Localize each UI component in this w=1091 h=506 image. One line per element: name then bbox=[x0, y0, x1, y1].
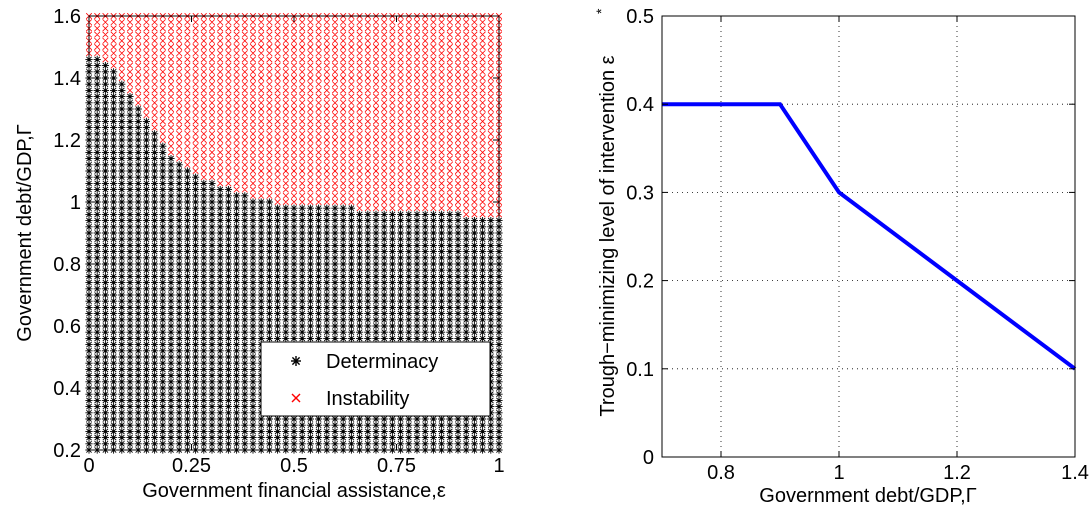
right-plot-frame bbox=[661, 15, 1076, 458]
right-x-ticks: 0.8 1 1.2 1.4 bbox=[707, 16, 1089, 484]
left-x-tick-label: 0.75 bbox=[377, 455, 416, 477]
right-chart: 0.8 1 1.2 1.4 0 0.1 0.2 0.3 0.4 0.5 Government d… bbox=[593, 6, 1089, 506]
legend-marker-instability bbox=[291, 393, 301, 403]
right-y-axis-label-superscript: * bbox=[593, 8, 609, 14]
right-x-tick-label: 1.4 bbox=[1061, 462, 1089, 484]
left-y-tick-label: 0.2 bbox=[53, 440, 81, 462]
legend-label-instability: Instability bbox=[326, 388, 409, 410]
left-x-ticks: 0 0.25 0.5 0.75 1 bbox=[83, 16, 505, 477]
legend-label-determinacy: Determinacy bbox=[326, 351, 438, 373]
left-y-tick-label: 1.4 bbox=[53, 68, 81, 90]
left-y-axis-label: Government debt/GDP,Γ bbox=[14, 124, 36, 341]
right-y-axis-label: Trough−minimizing level of intervention … bbox=[597, 55, 619, 416]
legend-marker-determinacy bbox=[291, 356, 301, 366]
legend-box bbox=[260, 341, 491, 417]
right-plot-background bbox=[662, 16, 1075, 457]
right-x-axis-label: Government debt/GDP,Γ bbox=[759, 485, 976, 506]
right-x-tick-label: 1 bbox=[833, 462, 844, 484]
left-y-tick-label: 0.6 bbox=[53, 316, 81, 338]
right-y-tick-label: 0.4 bbox=[626, 94, 654, 116]
left-chart: 0 0.25 0.5 0.75 1 0.2 0.4 0.6 0.8 1 1.2 1.4 1.6 Gov… bbox=[14, 6, 505, 502]
left-x-axis-label: Government financial assistance,ε bbox=[142, 480, 446, 502]
left-x-tick-label: 0.5 bbox=[280, 455, 308, 477]
left-y-tick-label: 0.8 bbox=[53, 254, 81, 276]
left-y-tick-label: 1.6 bbox=[53, 6, 81, 28]
right-y-ticks: 0 0.1 0.2 0.3 0.4 0.5 bbox=[626, 6, 1075, 469]
left-y-tick-label: 1.2 bbox=[53, 130, 81, 152]
right-series-line bbox=[662, 102, 1077, 371]
left-x-tick-label: 1 bbox=[493, 455, 504, 477]
right-y-axis-label-group: Trough−minimizing level of intervention … bbox=[593, 8, 619, 417]
left-x-tick-label: 0.25 bbox=[172, 455, 211, 477]
right-series-layer bbox=[662, 102, 1077, 371]
left-y-tick-label: 1 bbox=[70, 192, 81, 214]
right-y-tick-label: 0.3 bbox=[626, 182, 654, 204]
right-y-tick-label: 0.1 bbox=[626, 359, 654, 381]
left-y-ticks: 0.2 0.4 0.6 0.8 1 1.2 1.4 1.6 bbox=[53, 6, 499, 462]
right-y-tick-label: 0.2 bbox=[626, 271, 654, 293]
left-x-tick-label: 0 bbox=[83, 455, 94, 477]
right-x-tick-label: 0.8 bbox=[707, 462, 735, 484]
left-y-tick-label: 0.4 bbox=[53, 378, 81, 400]
right-y-tick-label: 0.5 bbox=[626, 6, 654, 28]
legend: Determinacy Instability bbox=[260, 341, 491, 417]
right-y-tick-label: 0 bbox=[643, 447, 654, 469]
right-x-tick-label: 1.2 bbox=[943, 462, 971, 484]
